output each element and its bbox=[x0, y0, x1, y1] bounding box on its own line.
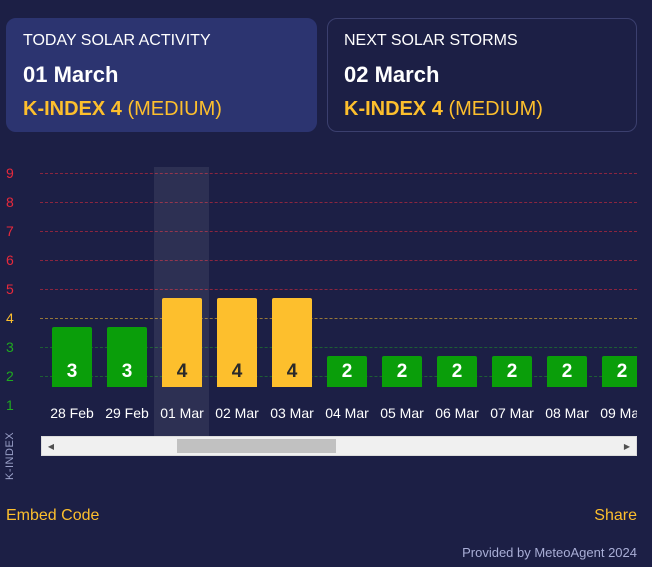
x-tick-label: 02 Mar bbox=[215, 405, 259, 421]
y-gridline bbox=[40, 231, 637, 232]
y-gridline bbox=[40, 202, 637, 203]
y-tick-label: 2 bbox=[6, 368, 14, 384]
y-gridline bbox=[40, 173, 637, 174]
next-kindex: K-INDEX 4 (MEDIUM) bbox=[344, 96, 620, 122]
today-kindex-value: K-INDEX 4 bbox=[23, 98, 122, 120]
x-tick-label: 01 Mar bbox=[160, 405, 204, 421]
kindex-bar[interactable]: 2 bbox=[382, 355, 422, 387]
next-kindex-level: (MEDIUM) bbox=[448, 98, 543, 120]
kindex-bar[interactable]: 3 bbox=[52, 326, 92, 387]
y-tick-label: 9 bbox=[6, 165, 14, 181]
scroll-right-arrow-icon[interactable]: ▶ bbox=[623, 441, 631, 451]
y-tick-label: 5 bbox=[6, 281, 14, 297]
scroll-left-arrow-icon[interactable]: ◀ bbox=[47, 441, 55, 451]
x-tick-label: 07 Mar bbox=[490, 405, 534, 421]
kindex-bar[interactable]: 2 bbox=[492, 355, 532, 387]
today-solar-activity-card: TODAY SOLAR ACTIVITY 01 March K-INDEX 4 … bbox=[6, 18, 317, 132]
y-gridline bbox=[40, 347, 637, 348]
y-gridline bbox=[40, 289, 637, 290]
x-tick-label: 06 Mar bbox=[435, 405, 479, 421]
today-kindex: K-INDEX 4 (MEDIUM) bbox=[23, 96, 300, 122]
embed-code-link[interactable]: Embed Code bbox=[6, 507, 100, 524]
y-tick-label: 4 bbox=[6, 310, 14, 326]
x-tick-label: 05 Mar bbox=[380, 405, 424, 421]
x-tick-label: 29 Feb bbox=[105, 405, 149, 421]
next-solar-storms-card: NEXT SOLAR STORMS 02 March K-INDEX 4 (ME… bbox=[327, 18, 637, 132]
x-tick-label: 09 Mar bbox=[600, 405, 637, 421]
x-tick-label: 03 Mar bbox=[270, 405, 314, 421]
x-tick-label: 04 Mar bbox=[325, 405, 369, 421]
today-kindex-level: (MEDIUM) bbox=[127, 98, 222, 120]
today-date: 01 March bbox=[23, 62, 119, 87]
kindex-bar[interactable]: 3 bbox=[107, 326, 147, 387]
next-heading: NEXT SOLAR STORMS bbox=[344, 32, 518, 49]
share-link[interactable]: Share bbox=[594, 507, 637, 524]
next-kindex-value: K-INDEX 4 bbox=[344, 98, 443, 120]
scroll-thumb[interactable] bbox=[177, 439, 336, 453]
provided-by-credit: Provided by MeteoAgent 2024 bbox=[462, 545, 637, 560]
kindex-bar[interactable]: 2 bbox=[602, 355, 637, 387]
y-gridline bbox=[40, 318, 637, 319]
kindex-bar[interactable]: 2 bbox=[547, 355, 587, 387]
chart-horizontal-scrollbar[interactable]: ◀ ▶ bbox=[41, 436, 637, 456]
kindex-bar[interactable]: 4 bbox=[217, 297, 257, 387]
kindex-bar[interactable]: 2 bbox=[327, 355, 367, 387]
x-tick-label: 08 Mar bbox=[545, 405, 589, 421]
y-tick-label: 1 bbox=[6, 397, 14, 413]
kindex-bar[interactable]: 4 bbox=[272, 297, 312, 387]
y-gridline bbox=[40, 260, 637, 261]
kindex-bar[interactable]: 4 bbox=[162, 297, 202, 387]
x-tick-label: 28 Feb bbox=[50, 405, 94, 421]
kindex-bar-chart: 1 2 3 4 5 6 7 8 9 3 28 Feb 3 29 Feb 4 01 Mar 4 02 Mar 4 03… bbox=[0, 160, 652, 490]
next-date: 02 March bbox=[344, 62, 440, 87]
y-axis-title: K-INDEX bbox=[4, 431, 16, 480]
today-heading: TODAY SOLAR ACTIVITY bbox=[23, 32, 211, 49]
kindex-bar[interactable]: 2 bbox=[437, 355, 477, 387]
y-tick-label: 6 bbox=[6, 252, 14, 268]
y-tick-label: 7 bbox=[6, 223, 14, 239]
plot-area: 3 28 Feb 3 29 Feb 4 01 Mar 4 02 Mar 4 03 Mar 2 04 M… bbox=[40, 160, 637, 490]
y-tick-label: 3 bbox=[6, 339, 14, 355]
y-tick-label: 8 bbox=[6, 194, 14, 210]
